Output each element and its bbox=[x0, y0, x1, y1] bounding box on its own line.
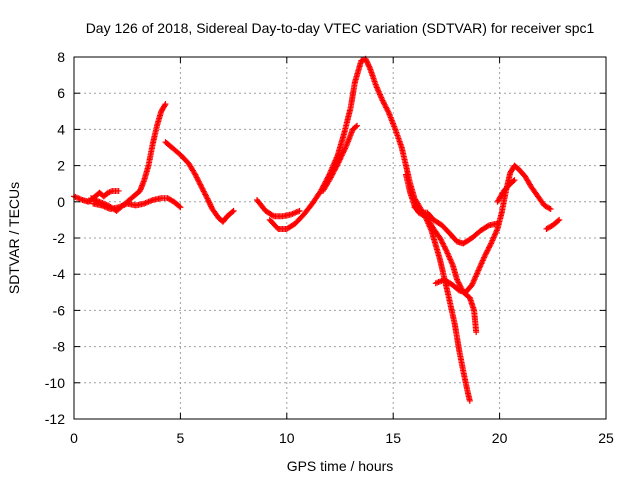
data-point bbox=[339, 151, 346, 158]
chart-title: Day 126 of 2018, Sidereal Day-to-day VTE… bbox=[86, 20, 595, 36]
data-point bbox=[352, 123, 359, 130]
series-arc-g bbox=[319, 122, 361, 194]
series-arc-k bbox=[494, 177, 518, 205]
y-tick-label: -6 bbox=[53, 302, 66, 318]
data-point bbox=[334, 162, 341, 169]
series-arc-c bbox=[90, 195, 184, 213]
x-tick-label: 15 bbox=[385, 430, 401, 446]
data-point bbox=[510, 177, 517, 184]
data-point bbox=[342, 144, 349, 151]
y-tick-label: 8 bbox=[57, 49, 65, 65]
data-point bbox=[484, 223, 491, 230]
data-point bbox=[161, 102, 168, 109]
x-axis-label: GPS time / hours bbox=[287, 458, 394, 474]
y-tick-label: 6 bbox=[57, 85, 65, 101]
x-tick-label: 10 bbox=[279, 430, 295, 446]
data-point bbox=[230, 207, 237, 214]
y-tick-label: -8 bbox=[53, 339, 66, 355]
data-point bbox=[337, 155, 344, 162]
axis-ticks: 0 5 10 15 20 25 -12 -10 -8 -6 -4 -2 0 2 4 6 8 bbox=[45, 49, 614, 446]
data-point bbox=[229, 208, 236, 215]
x-tick-label: 5 bbox=[177, 430, 185, 446]
data-point bbox=[115, 187, 122, 194]
data-point bbox=[556, 216, 563, 223]
data-point bbox=[177, 204, 184, 211]
series-arc-e bbox=[254, 196, 303, 220]
data-point bbox=[416, 208, 423, 215]
data-point bbox=[162, 101, 169, 108]
data-point bbox=[336, 156, 343, 163]
y-axis-label: SDTVAR / TECUs bbox=[6, 182, 22, 294]
data-point bbox=[511, 177, 518, 184]
data-point bbox=[338, 153, 345, 160]
series-arc-i bbox=[411, 204, 501, 247]
data-point bbox=[341, 146, 348, 153]
x-tick-label: 20 bbox=[492, 430, 508, 446]
data-point bbox=[340, 148, 347, 155]
y-tick-label: 4 bbox=[57, 121, 65, 137]
y-tick-label: -4 bbox=[53, 266, 66, 282]
y-tick-label: -10 bbox=[45, 375, 65, 391]
data-point bbox=[546, 205, 553, 212]
data-point bbox=[342, 145, 349, 152]
data-point bbox=[547, 206, 554, 213]
data-point bbox=[176, 203, 183, 210]
data-point bbox=[269, 212, 276, 219]
data-point bbox=[473, 329, 480, 336]
data-point bbox=[334, 160, 341, 167]
data-point bbox=[335, 159, 342, 166]
y-tick-label: 2 bbox=[57, 158, 65, 174]
x-tick-label: 25 bbox=[598, 430, 614, 446]
data-point bbox=[354, 122, 361, 129]
data-point bbox=[338, 152, 345, 159]
data-point bbox=[366, 63, 373, 70]
series-arc-d bbox=[162, 139, 237, 225]
y-tick-label: -12 bbox=[45, 411, 65, 427]
data-point bbox=[296, 207, 303, 214]
y-tick-label: 0 bbox=[57, 194, 65, 210]
data-point bbox=[466, 397, 473, 404]
x-tick-label: 0 bbox=[70, 430, 78, 446]
series-arc-l bbox=[543, 216, 563, 232]
data-point bbox=[336, 158, 343, 165]
y-tick-label: -2 bbox=[53, 230, 66, 246]
data-point bbox=[340, 149, 347, 156]
data-point bbox=[555, 217, 562, 224]
data-series bbox=[71, 55, 563, 404]
